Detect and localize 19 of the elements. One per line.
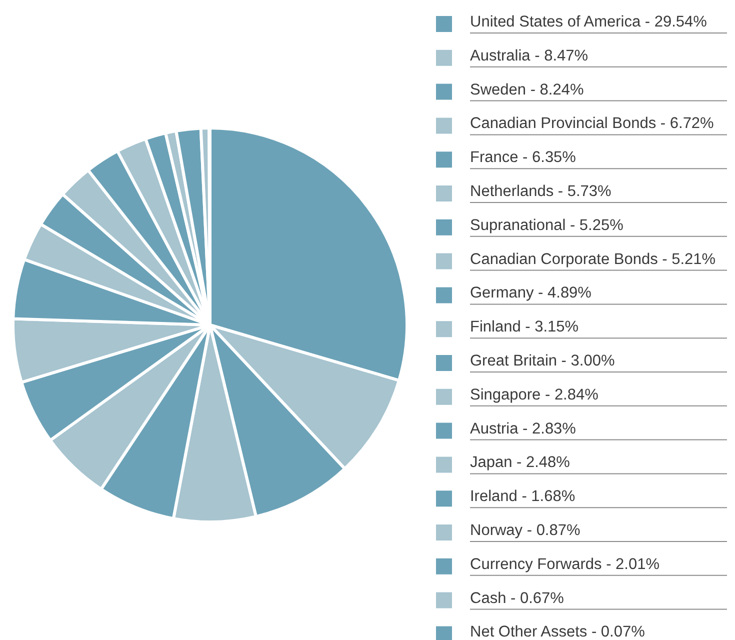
legend-label: Ireland - 1.68% bbox=[470, 488, 576, 506]
legend-label: Norway - 0.87% bbox=[470, 522, 580, 539]
legend-label: Japan - 2.48% bbox=[470, 454, 570, 472]
legend-label: Australia - 8.47% bbox=[470, 47, 588, 64]
legend-label: Net Other Assets - 0.07% bbox=[470, 624, 646, 640]
legend-label: Cash - 0.67% bbox=[470, 590, 564, 607]
legend-label: Austria - 2.83% bbox=[470, 420, 576, 438]
legend-label: Sweden - 8.24% bbox=[470, 81, 584, 98]
legend-label: United States of America - 29.54% bbox=[470, 14, 708, 30]
legend-label: Canadian Corporate Bonds - 5.21% bbox=[470, 250, 716, 268]
legend-label: France - 6.35% bbox=[470, 149, 576, 166]
legend-label: Singapore - 2.84% bbox=[470, 386, 599, 404]
legend-label: Great Britain - 3.00% bbox=[470, 352, 615, 370]
legend-label: Finland - 3.15% bbox=[470, 318, 579, 336]
legend-label: Netherlands - 5.73% bbox=[470, 183, 612, 200]
legend-label: Supranational - 5.25% bbox=[470, 216, 624, 234]
legend-label: Canadian Provincial Bonds - 6.72% bbox=[470, 115, 714, 132]
legend-label: Currency Forwards - 2.01% bbox=[470, 556, 660, 573]
legend-label: Germany - 4.89% bbox=[470, 284, 592, 302]
